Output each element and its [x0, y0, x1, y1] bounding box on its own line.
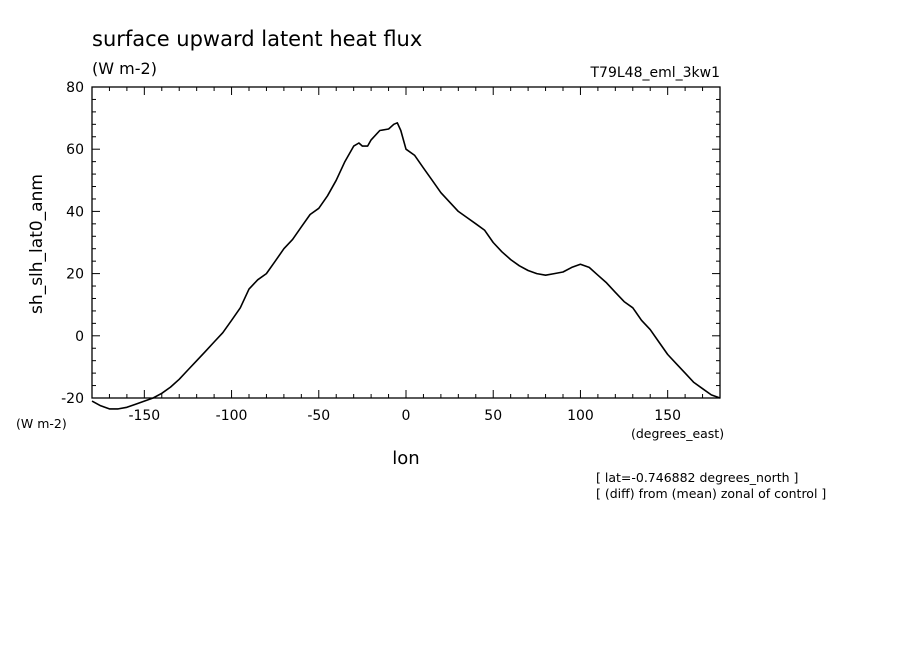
- x-tick-label: 100: [567, 408, 594, 424]
- axis-ticks: [92, 87, 720, 398]
- x-tick-label: -100: [216, 408, 248, 424]
- y-tick-label: 60: [66, 142, 84, 158]
- y-axis-unit: (W m-2): [16, 416, 67, 431]
- x-tick-label: 50: [484, 408, 502, 424]
- chart-subtitle: (W m-2): [92, 59, 157, 78]
- y-tick-label: 80: [66, 80, 84, 96]
- y-tick-label: 20: [66, 267, 84, 283]
- x-tick-labels: -150 -100 -50 0 50 100 150: [128, 408, 681, 424]
- y-tick-labels: -20 0 20 40 60 80: [61, 80, 84, 407]
- run-label: T79L48_eml_3kw1: [590, 65, 721, 81]
- x-axis-unit: (degrees_east): [631, 426, 724, 441]
- series-line: [91, 122, 721, 410]
- plot-frame: [91, 86, 721, 399]
- y-tick-label: -20: [61, 391, 84, 407]
- y-tick-label: 0: [75, 329, 84, 345]
- latitude-note: [ lat=-0.746882 degrees_north ]: [596, 470, 798, 485]
- y-axis-label: sh_slh_lat0_anm: [27, 174, 47, 314]
- x-axis-label: lon: [392, 448, 419, 469]
- diff-note: [ (diff) from (mean) zonal of control ]: [596, 486, 826, 501]
- x-tick-label: -150: [128, 408, 160, 424]
- y-tick-label: 40: [66, 204, 84, 220]
- x-tick-label: -50: [307, 408, 330, 424]
- x-tick-label: 150: [654, 408, 681, 424]
- x-tick-label: 0: [402, 408, 411, 424]
- chart-title: surface upward latent heat flux: [92, 27, 422, 51]
